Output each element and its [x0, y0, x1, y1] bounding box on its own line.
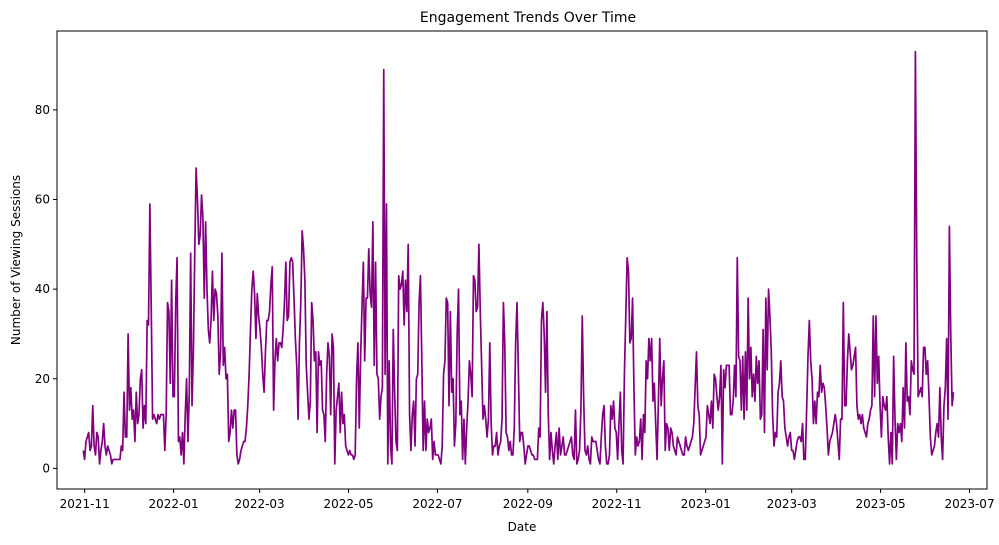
- x-tick-label: 2022-07: [412, 497, 462, 511]
- y-tick-label: 20: [35, 372, 50, 386]
- x-tick-label: 2022-01: [149, 497, 199, 511]
- x-axis: 2021-11 2022-01 2022-03 2022-05 2022-07 2022-…: [60, 489, 995, 511]
- y-axis-label: Number of Viewing Sessions: [9, 175, 23, 345]
- y-axis: 0 20 40 60 80: [35, 103, 57, 475]
- x-tick-label: 2023-05: [856, 497, 906, 511]
- y-tick-label: 0: [42, 461, 50, 475]
- x-tick-label: 2022-05: [323, 497, 373, 511]
- plot-area-frame: [56, 30, 988, 490]
- x-tick-label: 2022-09: [503, 497, 553, 511]
- x-tick-label: 2023-07: [944, 497, 994, 511]
- x-tick-label: 2022-03: [235, 497, 285, 511]
- x-tick-label: 2023-03: [767, 497, 817, 511]
- x-tick-label: 2021-11: [60, 497, 110, 511]
- y-tick-label: 80: [35, 103, 50, 117]
- x-tick-label: 2023-01: [681, 497, 731, 511]
- y-tick-label: 60: [35, 193, 50, 207]
- chart-title: Engagement Trends Over Time: [420, 10, 636, 26]
- x-axis-label: Date: [508, 520, 537, 534]
- y-tick-label: 40: [35, 282, 50, 296]
- series-line: [82, 50, 955, 465]
- x-tick-label: 2022-11: [592, 497, 642, 511]
